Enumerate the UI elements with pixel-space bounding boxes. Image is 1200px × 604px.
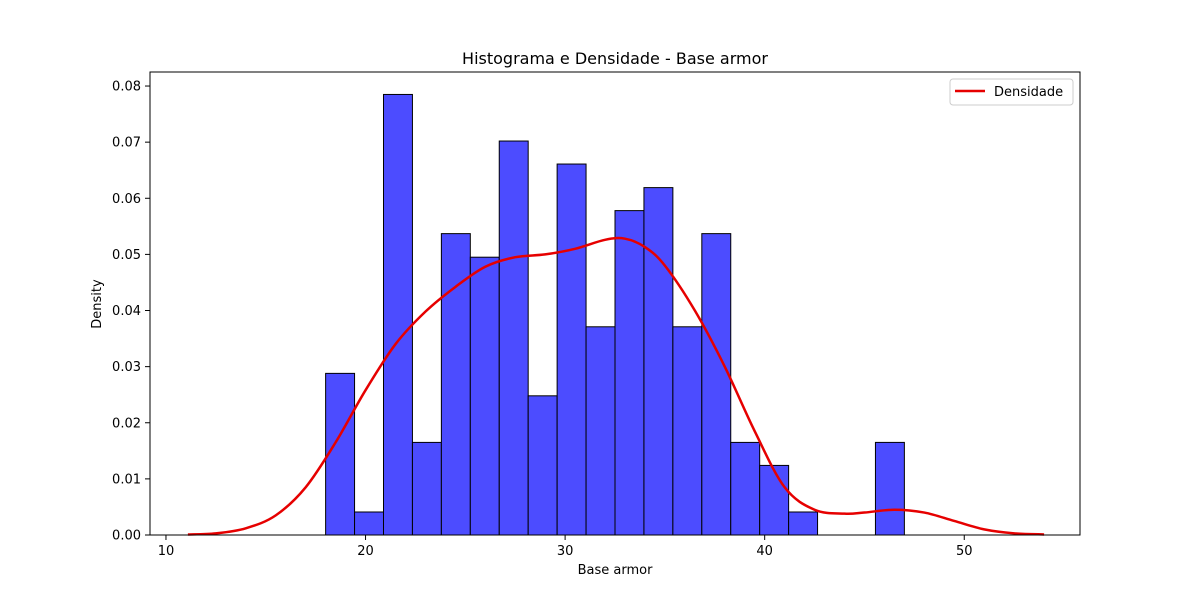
y-tick-label-1: 0.01 [112, 472, 141, 487]
y-tick-label-4: 0.04 [112, 304, 141, 319]
x-tick-label-1: 20 [357, 544, 374, 559]
x-axis-label: Base armor [578, 563, 653, 578]
y-tick-label-0: 0.00 [112, 529, 141, 544]
histogram-bar-15 [759, 464, 790, 536]
density-layer [187, 236, 1045, 536]
histogram-bar-14 [730, 441, 761, 536]
histogram-bar-9 [585, 326, 616, 536]
y-tick-label-7: 0.07 [112, 136, 141, 151]
histogram-bar-10 [614, 210, 645, 536]
histogram-bar-12 [672, 326, 703, 536]
legend-label: Densidade [994, 85, 1063, 100]
axes-layer: 10 20 30 40 50 0.00 0.01 0.02 0.03 0.04 0.05 0.06 0.… [112, 71, 1081, 559]
y-tick-label-6: 0.06 [112, 192, 141, 207]
y-axis-label: Density [90, 279, 105, 329]
histogram-bar-2 [382, 93, 413, 536]
histogram-bar-11 [643, 187, 674, 536]
histogram-bar-7 [527, 395, 558, 536]
histogram-bar-4 [440, 233, 471, 536]
x-tick-label-4: 50 [956, 544, 973, 559]
plot-frame [149, 71, 1081, 536]
histogram-bar-8 [556, 163, 587, 536]
y-tick-label-2: 0.02 [112, 416, 141, 431]
y-tick-label-8: 0.08 [112, 80, 141, 95]
histogram-bar-13 [701, 233, 732, 536]
histogram-bar-6 [498, 140, 529, 536]
legend: Densidade [949, 78, 1074, 106]
histogram-bar-5 [469, 256, 500, 536]
histogram-bar-3 [411, 441, 442, 536]
histogram-bar-1 [354, 511, 384, 536]
x-tick-label-2: 30 [557, 544, 574, 559]
y-tick-label-5: 0.05 [112, 248, 141, 263]
chart-title: Histograma e Densidade - Base armor [462, 49, 768, 68]
histogram-bar-0 [325, 372, 356, 536]
legend-box [949, 78, 1074, 106]
histogram-bar-16 [788, 511, 819, 536]
x-tick-label-3: 40 [756, 544, 773, 559]
x-tick-label-0: 10 [158, 544, 175, 559]
density-curve [187, 236, 1045, 536]
y-tick-label-3: 0.03 [112, 360, 141, 375]
bars-layer [325, 93, 905, 536]
histogram-bar-17 [874, 441, 905, 536]
